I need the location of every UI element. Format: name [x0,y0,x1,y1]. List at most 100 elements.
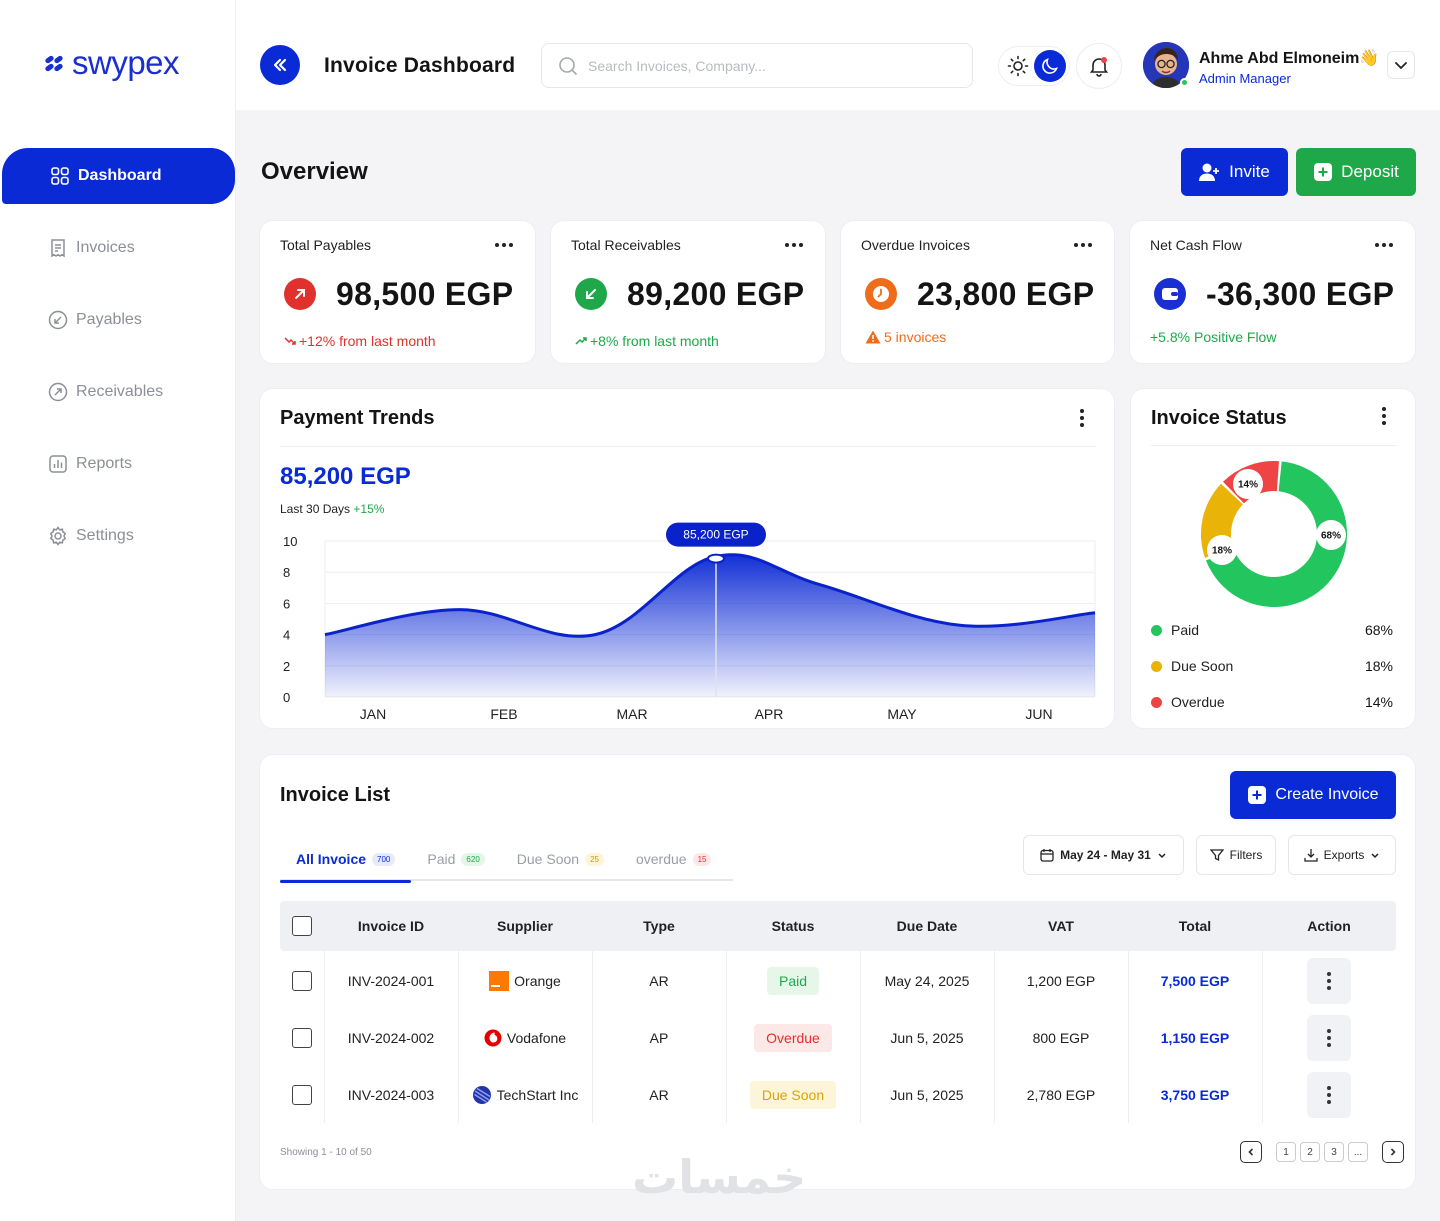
action-cell [1262,1009,1396,1066]
tab-count: 15 [692,852,712,866]
brand-logo[interactable]: swypex [44,44,180,82]
more-options-icon[interactable] [1074,243,1092,247]
more-options-icon[interactable] [785,243,803,247]
tab-paid[interactable]: Paid 620 [411,837,500,881]
collapse-sidebar-button[interactable] [260,45,300,85]
y-tick-label: 6 [283,596,290,611]
column-header-invoice-id[interactable]: Invoice ID [357,918,425,934]
sidebar-item-settings[interactable]: Settings [0,508,236,564]
column-header-vat[interactable]: VAT [1048,918,1074,934]
page-button[interactable]: 3 [1324,1142,1344,1162]
more-options-icon[interactable] [495,243,513,247]
page-title: Invoice Dashboard [324,54,516,77]
tab-label: Due Soon [516,851,580,867]
y-tick-label: 4 [283,628,290,643]
kpi-label: Total Payables [280,237,372,253]
kpi-card-net-cash-flow: Net Cash Flow -36,300 EGP +5.8% Positive… [1129,220,1416,364]
row-checkbox[interactable] [292,970,312,991]
user-menu-button[interactable] [1387,51,1415,79]
clock-icon [865,278,897,310]
filters-button[interactable]: Filters [1196,835,1276,875]
filters-label: Filters [1229,848,1263,862]
invoice-list-title: Invoice List [280,784,391,806]
row-checkbox[interactable] [292,1084,312,1105]
pagination: 1 2 3 ... [1240,1141,1404,1163]
sidebar-item-label: Receivables [76,383,164,400]
legend-pct: 18% [1364,658,1393,674]
sidebar-item-invoices[interactable]: Invoices [0,220,236,276]
page-button[interactable]: ... [1348,1142,1368,1162]
search-input[interactable] [588,57,948,74]
notifications-button[interactable] [1076,43,1122,89]
dark-mode-button[interactable] [1034,50,1066,82]
table-row[interactable]: INV-2024-003 TechStart Inc AR Due Soon J… [280,1066,1396,1123]
trend-period-label: Last 30 Days [280,502,351,516]
slice-label-bubble [1316,520,1346,550]
slice-label-bubble [1233,469,1263,499]
next-page-button[interactable] [1382,1141,1404,1163]
kpi-value: 89,200 EGP [627,276,805,312]
column-header-supplier[interactable]: Supplier [496,918,553,934]
legend-pct: 68% [1364,622,1393,638]
page-button[interactable]: 2 [1300,1142,1320,1162]
more-options-icon[interactable] [1375,243,1393,247]
sun-icon[interactable] [1007,55,1029,77]
kpi-label: Overdue Invoices [861,237,970,253]
exports-button[interactable]: Exports [1288,835,1396,875]
more-options-icon[interactable] [1080,409,1084,427]
column-header-type[interactable]: Type [643,918,675,934]
x-tick-label: FEB [490,706,517,722]
deposit-button[interactable]: Deposit [1296,148,1416,196]
sidebar-item-payables[interactable]: Payables [0,292,236,348]
more-options-icon[interactable] [1382,407,1386,425]
date-range-picker[interactable]: May 24 - May 31 [1023,835,1184,875]
trend-total-value: 85,200 EGP [280,463,411,490]
total-cell: 1,150 EGP [1160,1029,1230,1046]
row-actions-button[interactable] [1307,957,1351,1004]
row-actions-button[interactable] [1307,1014,1351,1061]
payment-trends-card: Payment Trends 85,200 EGP Last 30 Days +… [259,388,1115,729]
legend-item-paid: Paid 68% [1151,622,1393,638]
row-checkbox[interactable] [292,1027,312,1048]
theme-toggle[interactable] [998,46,1070,86]
table-row[interactable]: INV-2024-001 Orange AR Paid May 24, 2025… [280,952,1396,1009]
legend-label: Paid [1171,622,1200,638]
legend-pct: 14% [1364,694,1393,710]
chevrons-left-icon [273,58,287,72]
kpi-card-total-payables: Total Payables 98,500 EGP +12% from last… [259,220,536,364]
invoice-id-cell: INV-2024-003 [347,1086,435,1103]
search-icon [559,56,578,75]
column-divider [1262,951,1263,1123]
tab-overdue[interactable]: overdue 15 [620,837,728,881]
highlight-point[interactable] [707,553,725,564]
column-header-due-date[interactable]: Due Date [896,918,958,934]
sidebar-item-receivables[interactable]: Receivables [0,364,236,420]
create-invoice-button[interactable]: Create Invoice [1230,771,1396,819]
invoice-status-card: Invoice Status 68% 18% 14% Paid 68% Due So… [1130,388,1416,729]
vat-cell: 2,780 EGP [1026,1086,1096,1103]
sidebar-item-reports[interactable]: Reports [0,436,236,492]
tab-due-soon[interactable]: Due Soon 25 [501,837,620,881]
bar-chart-icon [49,455,67,473]
row-actions-button[interactable] [1307,1071,1351,1118]
x-tick-label: JUN [1025,706,1052,722]
user-name: Ahme Abd Elmoneim👋 [1199,50,1380,67]
orange-logo-icon [489,970,510,991]
invite-button[interactable]: Invite [1181,148,1288,196]
sidebar-item-dashboard[interactable]: Dashboard [2,148,235,204]
page-button[interactable]: 1 [1276,1142,1296,1162]
table-row[interactable]: INV-2024-002 Vodafone AP Overdue Jun 5, … [280,1009,1396,1066]
slice-label: 68% [1321,531,1341,542]
column-header-total[interactable]: Total [1178,918,1212,934]
donut-slice-paid[interactable] [1205,461,1347,607]
column-header-status[interactable]: Status [771,918,815,934]
kpi-card-total-receivables: Total Receivables 89,200 EGP +8% from la… [550,220,826,364]
tab-label: Paid [427,851,456,867]
tab-label: overdue [635,851,687,867]
column-divider [324,951,325,1123]
tab-all-invoice[interactable]: All Invoice 700 [280,837,412,883]
grid-icon [51,167,69,185]
arrow-up-right-icon [284,278,316,310]
prev-page-button[interactable] [1240,1141,1262,1163]
select-all-checkbox[interactable] [292,916,312,936]
